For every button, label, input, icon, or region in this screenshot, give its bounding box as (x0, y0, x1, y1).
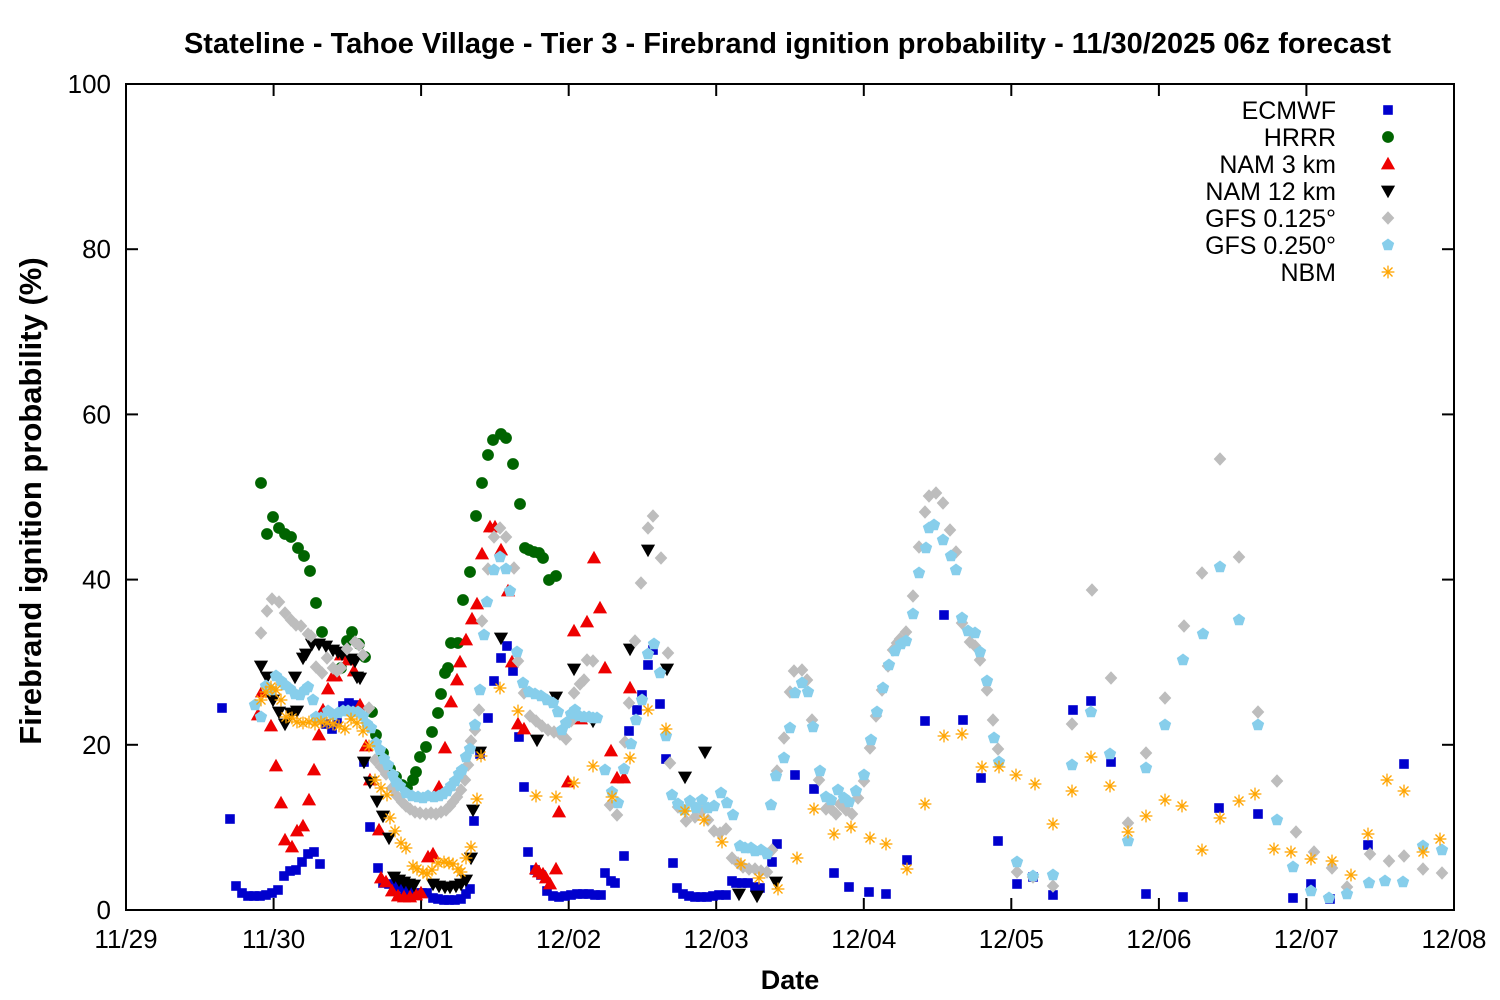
svg-text:HRRR: HRRR (1264, 124, 1336, 152)
svg-text:ECMWF: ECMWF (1242, 97, 1336, 125)
svg-text:12/04: 12/04 (831, 924, 896, 954)
svg-text:NAM 3 km: NAM 3 km (1219, 151, 1336, 179)
svg-text:12/05: 12/05 (979, 924, 1044, 954)
svg-text:60: 60 (82, 399, 111, 429)
svg-text:GFS 0.250°: GFS 0.250° (1205, 232, 1336, 260)
svg-text:NBM: NBM (1280, 259, 1336, 287)
svg-text:12/07: 12/07 (1274, 924, 1339, 954)
svg-text:Firebrand ignition probability: Firebrand ignition probability (%) (13, 257, 48, 744)
svg-text:20: 20 (82, 730, 111, 760)
svg-text:12/08: 12/08 (1421, 924, 1486, 954)
svg-text:11/29: 11/29 (94, 924, 157, 954)
svg-text:11/30: 11/30 (242, 924, 305, 954)
svg-text:12/06: 12/06 (1126, 924, 1191, 954)
svg-text:0: 0 (97, 895, 111, 925)
svg-text:GFS 0.125°: GFS 0.125° (1205, 205, 1336, 233)
svg-text:Stateline - Tahoe Village - Ti: Stateline - Tahoe Village - Tier 3 - Fir… (184, 28, 1391, 60)
svg-text:12/03: 12/03 (684, 924, 749, 954)
svg-text:12/02: 12/02 (536, 924, 601, 954)
svg-text:NAM 12 km: NAM 12 km (1205, 178, 1336, 206)
svg-text:Date: Date (761, 965, 820, 995)
svg-text:80: 80 (82, 234, 111, 264)
svg-text:100: 100 (68, 69, 111, 99)
svg-text:12/01: 12/01 (389, 924, 454, 954)
svg-text:40: 40 (82, 565, 111, 595)
